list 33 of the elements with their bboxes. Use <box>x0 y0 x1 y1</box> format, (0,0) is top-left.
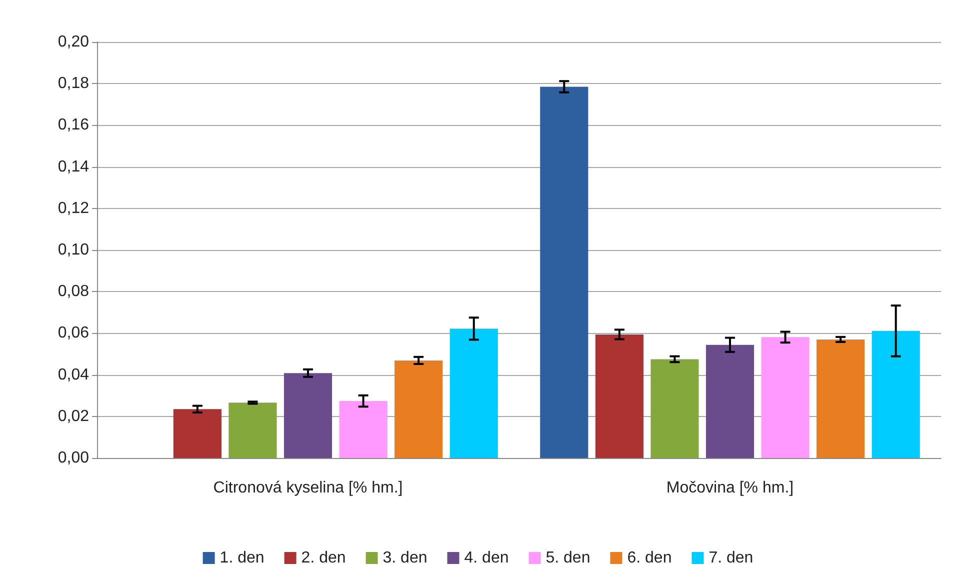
y-tick-label: 0,08 <box>58 283 90 300</box>
legend-label: 4. den <box>464 550 509 566</box>
y-tick-label: 0,20 <box>58 34 90 50</box>
legend-label: 3. den <box>382 550 428 566</box>
legend-label: 2. den <box>301 550 346 566</box>
y-tick-label: 0,02 <box>58 408 90 425</box>
bar <box>595 334 644 458</box>
bar <box>761 337 810 458</box>
legend-label: 7. den <box>708 550 754 566</box>
y-tick-label: 0,16 <box>58 116 90 134</box>
bar <box>228 402 277 458</box>
bar <box>173 409 222 458</box>
y-tick-label: 0,14 <box>58 158 90 176</box>
legend-label: 1. den <box>220 550 264 566</box>
legend-label: 5. den <box>546 550 590 566</box>
bar <box>540 86 588 458</box>
bar <box>284 373 332 458</box>
x-tick-label: Močovina [% hm.] <box>666 480 794 496</box>
bar <box>450 328 498 458</box>
bar <box>394 360 443 458</box>
legend-label: 6. den <box>627 550 672 566</box>
bar <box>816 339 865 458</box>
bar <box>706 344 754 458</box>
bar <box>650 359 699 458</box>
bar <box>339 401 388 458</box>
y-tick-label: 0,06 <box>58 324 90 342</box>
y-tick-label: 0,12 <box>58 200 90 217</box>
bar <box>872 330 920 458</box>
y-tick-label: 0,18 <box>58 75 90 92</box>
y-tick-label: 0,10 <box>58 242 90 258</box>
y-tick-label: 0,04 <box>58 366 90 384</box>
y-tick-label: 0,00 <box>58 450 90 466</box>
x-tick-label: Citronová kyselina [% hm.] <box>213 480 403 496</box>
